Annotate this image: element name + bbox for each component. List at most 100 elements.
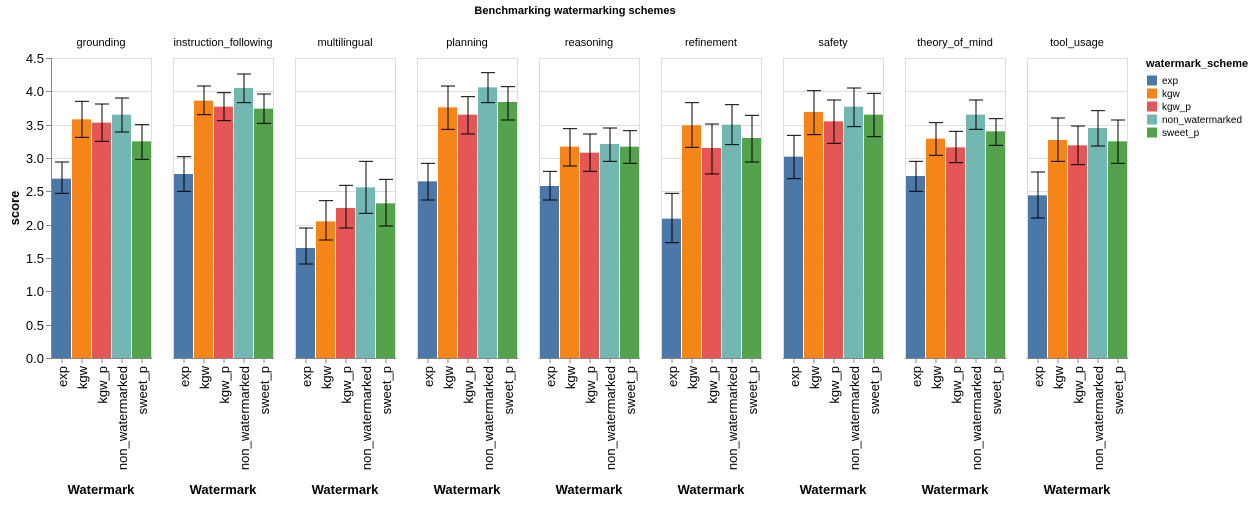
x-tick-label: non_watermarked — [847, 366, 862, 470]
bar-kgw — [438, 107, 457, 358]
facet-header: tool_usage — [1050, 37, 1104, 49]
x-tick-label: sweet_p — [989, 366, 1004, 414]
x-tick-label: exp — [787, 366, 802, 387]
x-axis-title: Watermark — [312, 482, 379, 497]
x-tick-label: kgw_p — [705, 366, 720, 404]
bar-kgw-p — [92, 122, 111, 359]
bar-kgw-p — [336, 208, 355, 358]
bar-non-watermarked — [478, 87, 497, 358]
bar-kgw — [682, 125, 701, 358]
bar-kgw-p — [946, 147, 965, 358]
facet-safety: safety exp kgw kgw_p non_watermarked sweet_p W… — [783, 37, 884, 497]
bar-exp — [540, 186, 559, 358]
x-axis-title: Watermark — [922, 482, 989, 497]
x-axis-title: Watermark — [68, 482, 135, 497]
bar-kgw-p — [214, 106, 233, 359]
bar-kgw — [560, 146, 579, 358]
facet-header: safety — [818, 37, 848, 49]
x-tick-label: non_watermarked — [359, 366, 374, 470]
x-tick-label: kgw — [1051, 365, 1066, 389]
y-tick-label: 3.5 — [26, 118, 44, 133]
y-tick-label: 4.5 — [26, 51, 44, 66]
x-tick-label: non_watermarked — [725, 366, 740, 470]
facet-reasoning: reasoning exp kgw kgw_p non_watermarked sweet… — [539, 37, 640, 497]
x-axis-title: Watermark — [434, 482, 501, 497]
chart-title: Benchmarking watermarking schemes — [474, 5, 675, 17]
bar-sweet-p — [498, 102, 517, 358]
y-tick-label: 4.0 — [26, 84, 44, 99]
bar-non-watermarked — [600, 144, 619, 358]
x-tick-label: kgw_p — [949, 366, 964, 404]
facet-header: refinement — [685, 37, 737, 49]
y-tick-label: 1.5 — [26, 251, 44, 266]
x-tick-label: sweet_p — [501, 366, 516, 414]
x-tick-label: kgw_p — [583, 366, 598, 404]
x-tick-label: exp — [421, 366, 436, 387]
y-tick-label: 2.5 — [26, 184, 44, 199]
x-tick-label: sweet_p — [745, 366, 760, 414]
bar-kgw-p — [824, 121, 843, 358]
y-tick-label: 2.0 — [26, 218, 44, 233]
legend-label: non_watermarked — [1162, 115, 1242, 126]
bar-non-watermarked — [356, 187, 375, 358]
facet-header: multilingual — [317, 37, 372, 49]
facet-header: instruction_following — [173, 37, 272, 49]
bar-non-watermarked — [1088, 128, 1107, 358]
facet-header: grounding — [77, 37, 126, 49]
x-tick-label: kgw — [929, 365, 944, 389]
facet-header: theory_of_mind — [917, 37, 993, 49]
x-tick-label: sweet_p — [1111, 366, 1126, 414]
x-tick-label: non_watermarked — [481, 366, 496, 470]
x-tick-label: sweet_p — [379, 366, 394, 414]
x-tick-label: kgw — [807, 365, 822, 389]
x-tick-label: kgw_p — [461, 366, 476, 404]
bar-non-watermarked — [112, 114, 131, 359]
legend: watermark_scheme exp kgw kgw_p non_watermar… — [1145, 58, 1248, 139]
bar-exp — [174, 174, 193, 358]
bar-sweet-p — [986, 131, 1005, 358]
y-tick-label: 0.0 — [26, 351, 44, 366]
bar-exp — [418, 181, 437, 358]
legend-label: exp — [1162, 76, 1179, 87]
x-tick-label: kgw_p — [827, 366, 842, 404]
legend-swatch-exp — [1147, 75, 1157, 86]
facet-header: reasoning — [565, 37, 613, 49]
legend-swatch-non-watermarked — [1147, 114, 1157, 125]
bar-kgw — [1048, 140, 1067, 358]
x-axis-title: Watermark — [1044, 482, 1111, 497]
facet-header: planning — [446, 37, 488, 49]
bar-non-watermarked — [844, 106, 863, 359]
bar-exp — [1028, 195, 1047, 358]
legend-swatch-kgw — [1147, 88, 1157, 99]
bar-sweet-p — [620, 146, 639, 358]
x-tick-label: exp — [543, 366, 558, 387]
bar-kgw-p — [702, 148, 721, 358]
bar-exp — [296, 248, 315, 358]
x-tick-label: kgw — [197, 365, 212, 389]
legend-title: watermark_scheme — [1145, 58, 1248, 70]
x-tick-label: sweet_p — [867, 366, 882, 414]
y-axis: 0.0 0.5 1.0 1.5 2.0 2.5 3.0 3.5 4.0 4.5 — [26, 51, 52, 366]
x-tick-label: kgw — [319, 365, 334, 389]
x-tick-label: kgw — [441, 365, 456, 389]
bar-kgw-p — [458, 114, 477, 359]
legend-swatch-sweet-p — [1147, 127, 1157, 138]
x-tick-label: exp — [299, 366, 314, 387]
legend-label: kgw_p — [1162, 102, 1191, 113]
bar-non-watermarked — [722, 124, 741, 359]
x-tick-label: exp — [909, 366, 924, 387]
x-tick-label: kgw — [75, 365, 90, 389]
x-axis-title: Watermark — [800, 482, 867, 497]
bar-kgw — [194, 100, 213, 359]
x-tick-label: non_watermarked — [115, 366, 130, 470]
facet-grounding: grounding exp kgw kgw_p non_watermarked sweet… — [51, 37, 152, 497]
bar-kgw-p — [580, 152, 599, 358]
legend-swatch-kgw-p — [1147, 101, 1157, 112]
x-tick-label: kgw_p — [339, 366, 354, 404]
